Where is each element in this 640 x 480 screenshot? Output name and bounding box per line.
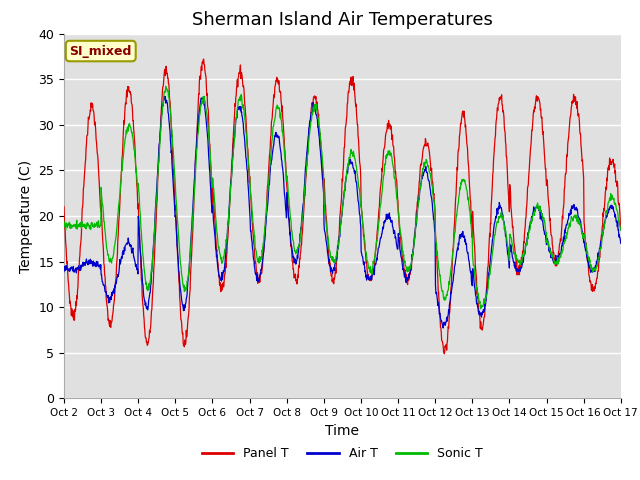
Text: SI_mixed: SI_mixed [70,45,132,58]
Y-axis label: Temperature (C): Temperature (C) [19,159,33,273]
Legend: Panel T, Air T, Sonic T: Panel T, Air T, Sonic T [196,442,488,465]
Title: Sherman Island Air Temperatures: Sherman Island Air Temperatures [192,11,493,29]
X-axis label: Time: Time [325,424,360,438]
